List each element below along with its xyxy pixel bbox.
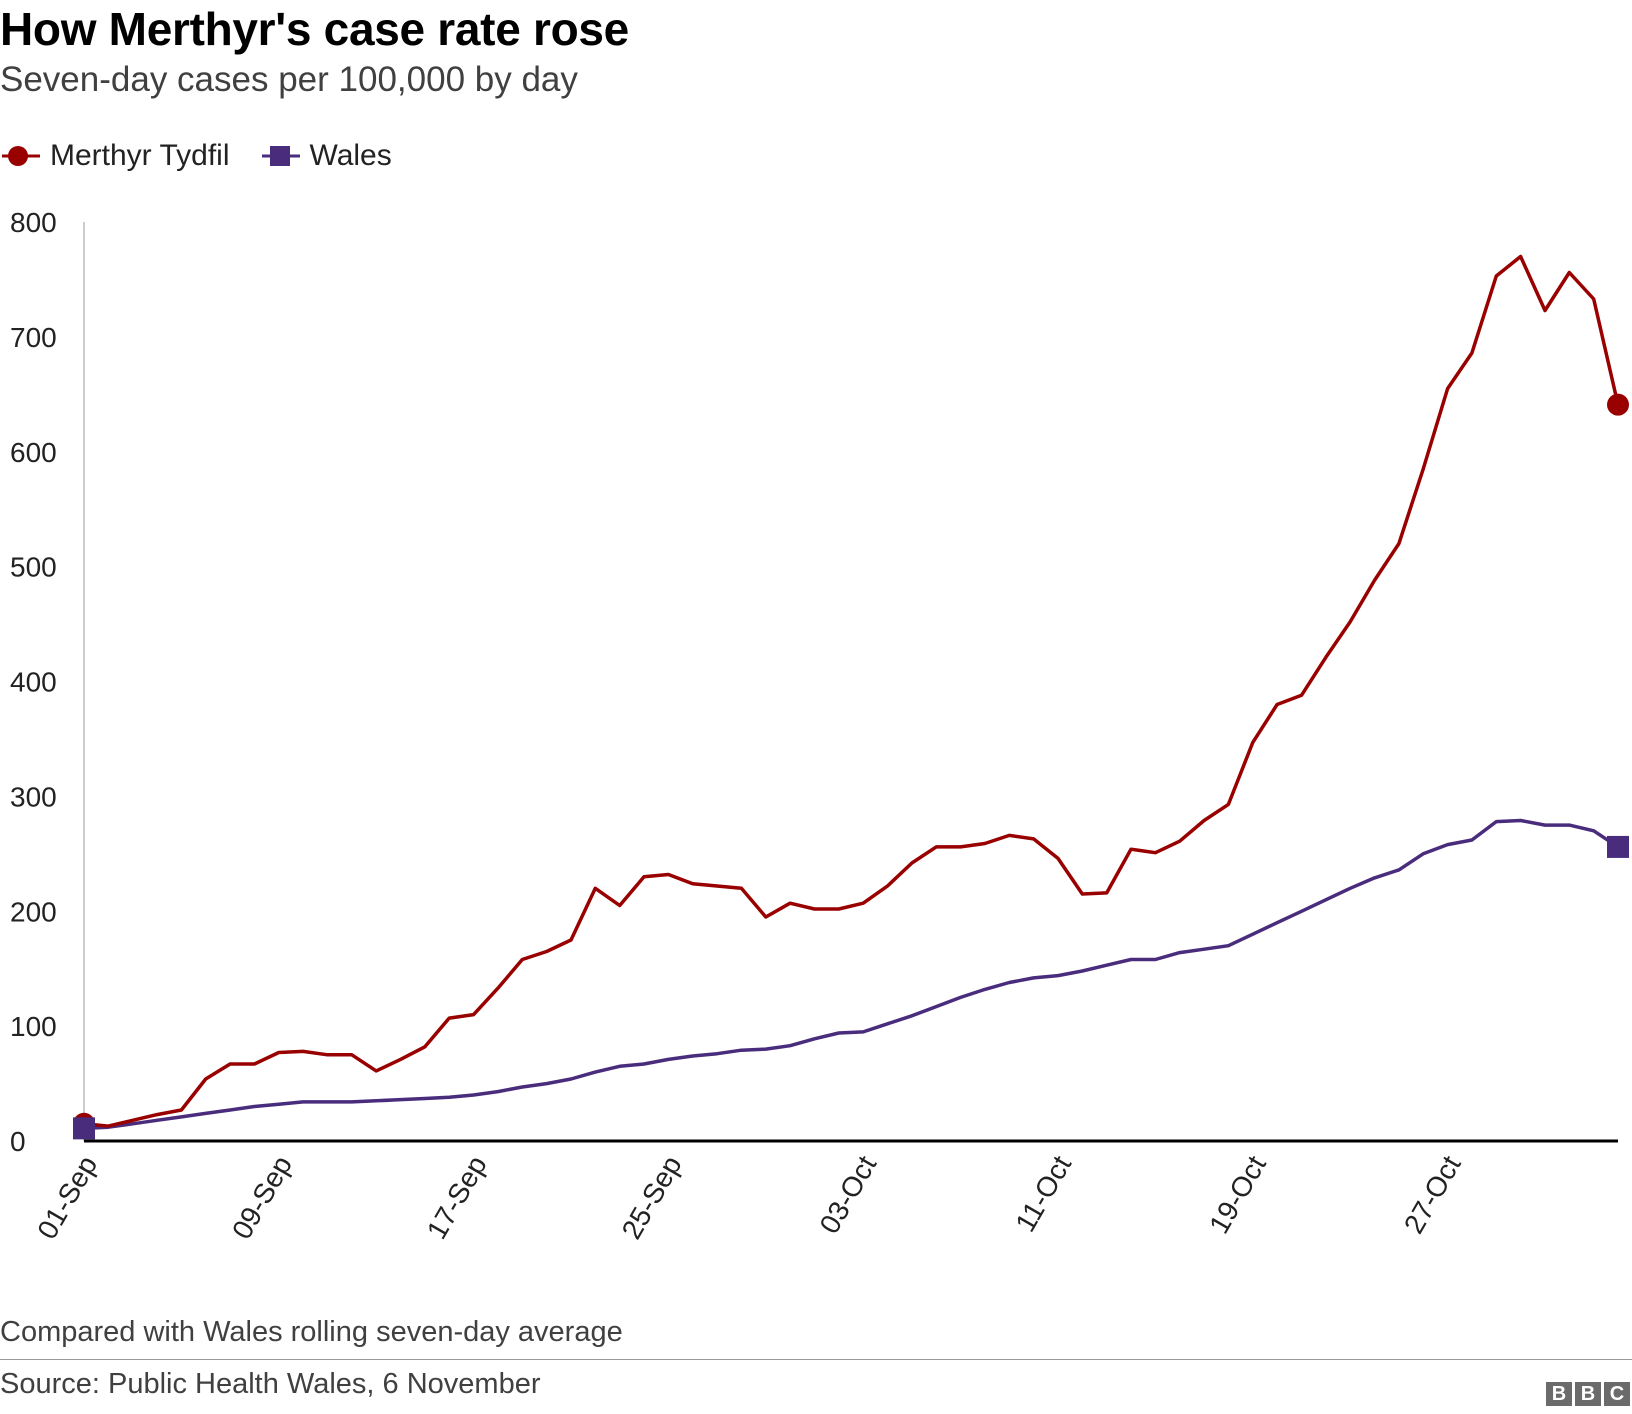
source-text: Source: Public Health Wales, 6 November xyxy=(0,1368,541,1400)
y-tick-label: 100 xyxy=(10,1011,57,1042)
legend-label-merthyr: Merthyr Tydfil xyxy=(50,139,230,172)
logo-letter: B xyxy=(1575,1382,1601,1406)
circle-icon xyxy=(2,146,40,166)
chart-subtitle: Seven-day cases per 100,000 by day xyxy=(0,60,578,99)
y-tick-label: 500 xyxy=(10,552,57,583)
y-tick-label: 200 xyxy=(10,896,57,927)
series-line-wales xyxy=(82,818,1620,1131)
x-tick-label: 27-Oct xyxy=(1398,1150,1467,1238)
y-tick-label: 0 xyxy=(10,1126,26,1157)
square-icon xyxy=(261,146,300,166)
series-layer xyxy=(82,254,1620,1131)
bbc-logo: B B C xyxy=(1543,1382,1630,1406)
x-axis: 01-Sep 09-Sep 17-Sep 25-Sep 03-Oct 11-Oct 19-O… xyxy=(31,1150,1467,1244)
x-tick-label: 19-Oct xyxy=(1203,1150,1272,1238)
y-axis: 0 100 200 300 400 500 600 700 800 xyxy=(10,207,57,1157)
y-tick-label: 800 xyxy=(10,207,57,238)
legend-label-wales: Wales xyxy=(309,139,392,172)
y-tick-label: 700 xyxy=(10,322,57,353)
x-tick-label: 11-Oct xyxy=(1009,1150,1077,1237)
x-tick-label: 09-Sep xyxy=(226,1151,298,1245)
line-chart: 0 100 200 300 400 500 600 700 800 01-Sep 09-Sep 17… xyxy=(10,207,1629,1244)
y-tick-label: 300 xyxy=(10,781,57,812)
y-tick-label: 400 xyxy=(10,667,57,698)
footer-divider xyxy=(0,1359,1632,1360)
logo-letter: C xyxy=(1604,1382,1630,1406)
legend-item-wales: Wales xyxy=(260,139,392,173)
y-tick-label: 600 xyxy=(10,437,57,468)
legend-item-merthyr: Merthyr Tydfil xyxy=(0,139,230,173)
merthyr-point-marker xyxy=(1607,393,1629,416)
chart-legend: Merthyr Tydfil Wales xyxy=(0,134,422,178)
wales-point-marker xyxy=(1607,835,1629,858)
wales-point-marker xyxy=(73,1117,95,1140)
x-tick-label: 17-Sep xyxy=(421,1151,493,1245)
x-tick-label: 25-Sep xyxy=(616,1151,688,1245)
chart-title: How Merthyr's case rate rose xyxy=(0,3,629,55)
logo-letter: B xyxy=(1546,1382,1572,1406)
x-tick-label: 01-Sep xyxy=(31,1151,103,1245)
chart-note: Compared with Wales rolling seven-day av… xyxy=(0,1316,623,1348)
x-tick-label: 03-Oct xyxy=(814,1150,883,1238)
series-line-merthyr xyxy=(82,254,1620,1128)
